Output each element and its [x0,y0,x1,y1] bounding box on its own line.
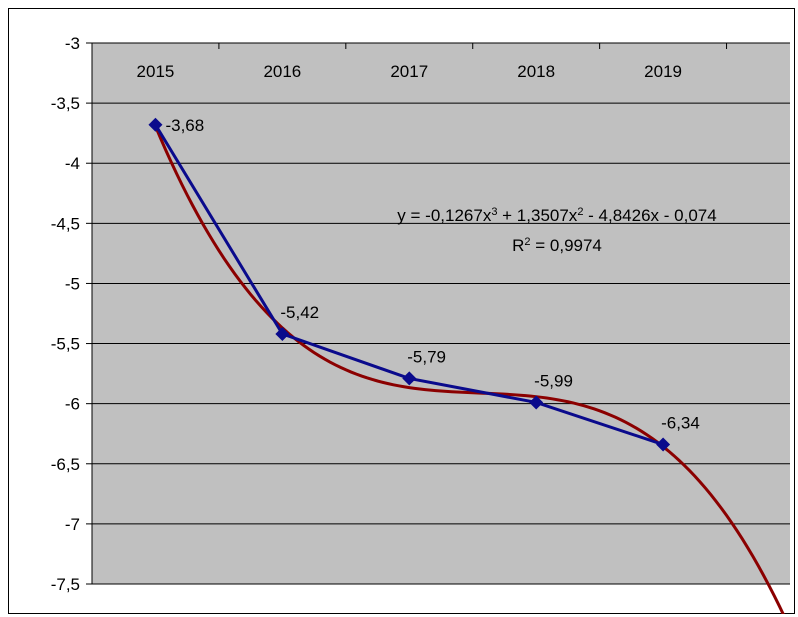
x-tick-label: 2015 [137,62,175,81]
y-tick-label: -4 [65,154,80,173]
equation-text: + 1,3507x [497,206,577,225]
r-squared-exponent: 2 [524,236,530,248]
plot-area [92,43,790,584]
y-tick-label: -3,5 [51,94,80,113]
y-tick-label: -6,5 [51,455,80,474]
chart-frame: -3 -3,5 -4 -4,5 -5 -5,5 -6 -6,5 -7 -7,5 2015 2016 20… [8,8,795,614]
data-label: -5,79 [407,347,446,366]
equation-exponent: 3 [491,206,497,218]
x-tick-label: 2016 [263,62,301,81]
data-label: -6,34 [661,414,700,433]
data-point-marker [148,117,163,132]
equation-text: - 4,8426x - 0,074 [583,206,716,225]
equation-text: y = -0,1267x [397,206,492,225]
y-tick-label: -5,5 [51,335,80,354]
data-point-marker [656,437,671,452]
data-point-marker [402,371,417,386]
equation-exponent: 2 [577,206,583,218]
data-label: -3,68 [165,116,204,135]
y-tick-label: -4,5 [51,214,80,233]
data-point-marker [275,326,290,341]
x-tick-label: 2017 [390,62,428,81]
y-tick-label: -5 [65,274,80,293]
trendline-equation: y = -0,1267x3 + 1,3507x2 - 4,8426x - 0,0… [397,206,716,225]
trendline-r-squared: R2 = 0,9974 [512,236,602,255]
y-tick-label: -6 [65,395,80,414]
y-tick-label: -7 [65,515,80,534]
r-squared-text: = 0,9974 [531,236,602,255]
r-squared-text: R [512,236,524,255]
data-label: -5,42 [280,303,319,322]
data-label: -5,99 [534,371,573,390]
data-point-marker [529,395,544,410]
x-tick-label: 2019 [644,62,682,81]
y-tick-label: -3 [65,34,80,53]
x-tick-label: 2018 [517,62,555,81]
y-tick-label: -7,5 [51,575,80,594]
trendline [154,125,785,614]
line-chart: -3 -3,5 -4 -4,5 -5 -5,5 -6 -6,5 -7 -7,5 2015 2016 20… [51,34,790,614]
